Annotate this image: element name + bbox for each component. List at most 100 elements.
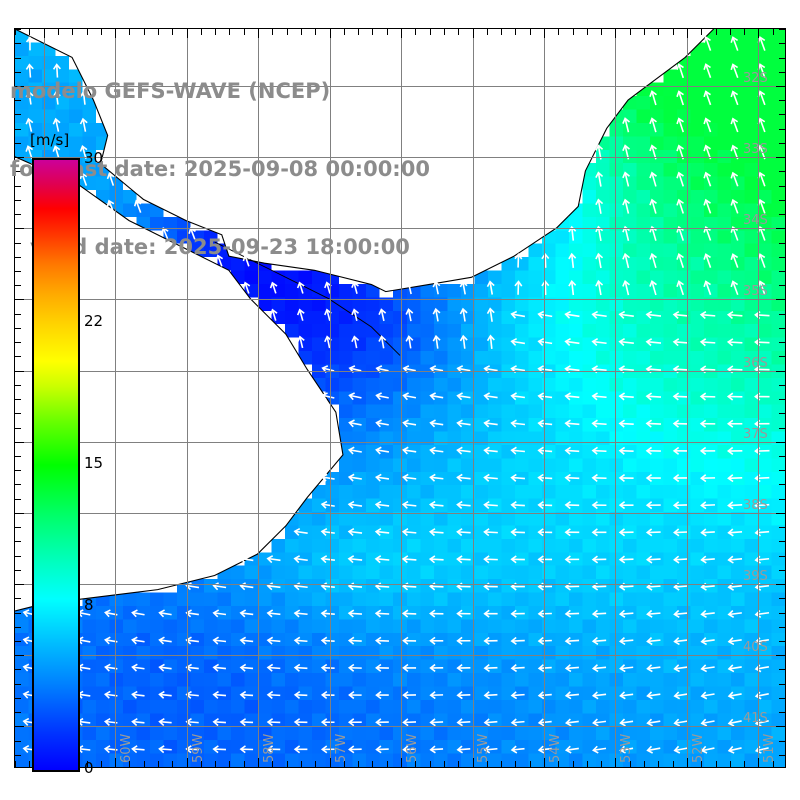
axis-tick-right bbox=[779, 754, 785, 756]
axis-tick-left bbox=[15, 228, 24, 230]
axis-tick-bottom bbox=[529, 761, 531, 767]
axis-tick-right bbox=[779, 327, 785, 329]
axis-tick-left bbox=[15, 498, 21, 500]
axis-tick-top bbox=[372, 29, 374, 35]
axis-tick-top bbox=[558, 29, 560, 35]
axis-tick-right bbox=[779, 356, 785, 358]
gridline-longitude bbox=[472, 29, 474, 767]
colorbar-tick-label: 0 bbox=[84, 759, 94, 777]
axis-tick-top bbox=[343, 29, 345, 35]
colorbar-tick-label: 15 bbox=[84, 454, 104, 472]
axis-tick-bottom bbox=[15, 761, 16, 767]
axis-tick-top bbox=[758, 29, 760, 38]
axis-tick-left bbox=[15, 655, 24, 657]
axis-tick-bottom bbox=[501, 761, 503, 767]
axis-tick-top bbox=[172, 29, 174, 35]
axis-tick-left bbox=[15, 612, 21, 614]
axis-tick-left bbox=[15, 185, 21, 187]
axis-tick-left bbox=[15, 71, 21, 73]
latitude-label: 37S bbox=[743, 426, 768, 442]
axis-tick-bottom bbox=[629, 761, 631, 767]
axis-tick-left bbox=[15, 640, 21, 642]
axis-tick-right bbox=[779, 43, 785, 45]
axis-tick-left bbox=[15, 85, 24, 87]
axis-tick-top bbox=[729, 29, 731, 35]
axis-tick-right bbox=[779, 214, 785, 215]
gridline-longitude bbox=[544, 29, 545, 767]
axis-tick-left bbox=[15, 384, 21, 386]
axis-tick-left bbox=[15, 697, 21, 699]
axis-tick-top bbox=[572, 29, 574, 35]
axis-tick-top bbox=[501, 29, 503, 35]
axis-tick-right bbox=[779, 455, 785, 457]
axis-tick-top bbox=[43, 29, 45, 38]
axis-tick-right bbox=[779, 626, 785, 628]
axis-tick-right bbox=[779, 285, 785, 287]
axis-tick-left bbox=[15, 57, 21, 59]
axis-tick-left bbox=[15, 740, 21, 742]
axis-tick-bottom bbox=[443, 761, 445, 767]
axis-tick-right bbox=[779, 242, 785, 244]
axis-tick-right bbox=[779, 527, 785, 529]
latitude-label: 35S bbox=[743, 284, 768, 300]
longitude-label: 60W bbox=[119, 733, 135, 763]
axis-tick-right bbox=[776, 441, 785, 443]
axis-tick-bottom bbox=[372, 761, 374, 767]
axis-tick-bottom bbox=[215, 761, 217, 767]
gridline-longitude bbox=[686, 29, 688, 767]
longitude-label: 56W bbox=[405, 733, 420, 763]
longitude-label: 55W bbox=[476, 733, 492, 763]
gridline-latitude bbox=[15, 655, 785, 657]
axis-tick-bottom bbox=[429, 761, 431, 767]
axis-tick-left bbox=[15, 669, 21, 671]
axis-tick-bottom bbox=[243, 761, 245, 767]
axis-tick-left bbox=[15, 726, 24, 728]
axis-tick-top bbox=[72, 29, 74, 35]
axis-tick-left bbox=[15, 256, 21, 258]
axis-tick-top bbox=[744, 29, 746, 35]
axis-tick-top bbox=[486, 29, 488, 35]
axis-tick-bottom bbox=[329, 758, 331, 767]
axis-tick-top bbox=[658, 29, 660, 35]
gridline-longitude bbox=[615, 29, 617, 767]
axis-tick-right bbox=[779, 484, 785, 486]
axis-tick-left bbox=[15, 626, 21, 628]
axis-tick-left bbox=[15, 157, 24, 159]
longitude-label: 57W bbox=[333, 733, 349, 763]
axis-tick-top bbox=[100, 29, 102, 35]
axis-tick-bottom bbox=[229, 761, 231, 767]
axis-tick-top bbox=[300, 29, 302, 35]
axis-tick-left bbox=[15, 171, 21, 173]
axis-tick-bottom bbox=[744, 761, 746, 767]
axis-tick-right bbox=[779, 313, 785, 315]
axis-tick-top bbox=[644, 29, 645, 35]
axis-tick-top bbox=[57, 29, 59, 35]
axis-tick-bottom bbox=[758, 758, 760, 767]
axis-tick-top bbox=[329, 29, 331, 38]
axis-tick-bottom bbox=[486, 761, 488, 767]
axis-tick-top bbox=[15, 29, 16, 35]
axis-tick-bottom bbox=[258, 758, 259, 767]
axis-tick-left bbox=[15, 584, 24, 585]
axis-tick-top bbox=[315, 29, 317, 35]
axis-tick-right bbox=[779, 256, 785, 258]
axis-tick-right bbox=[779, 598, 785, 600]
latitude-label: 38S bbox=[743, 497, 768, 513]
gridline-longitude bbox=[258, 29, 259, 767]
axis-tick-left bbox=[15, 214, 21, 215]
axis-tick-left bbox=[15, 128, 21, 130]
axis-tick-top bbox=[158, 29, 159, 35]
colorbar-gradient bbox=[32, 158, 80, 772]
axis-tick-top bbox=[586, 29, 588, 35]
axis-tick-bottom bbox=[672, 761, 674, 767]
axis-tick-bottom bbox=[343, 761, 345, 767]
axis-tick-right bbox=[779, 114, 785, 116]
axis-tick-top bbox=[515, 29, 517, 35]
longitude-label: 59W bbox=[190, 733, 206, 763]
axis-tick-right bbox=[779, 384, 785, 386]
axis-tick-right bbox=[776, 512, 785, 514]
axis-tick-left bbox=[15, 512, 24, 514]
latitude-label: 41S bbox=[743, 711, 768, 727]
axis-tick-bottom bbox=[100, 761, 102, 767]
axis-tick-right bbox=[776, 655, 785, 657]
